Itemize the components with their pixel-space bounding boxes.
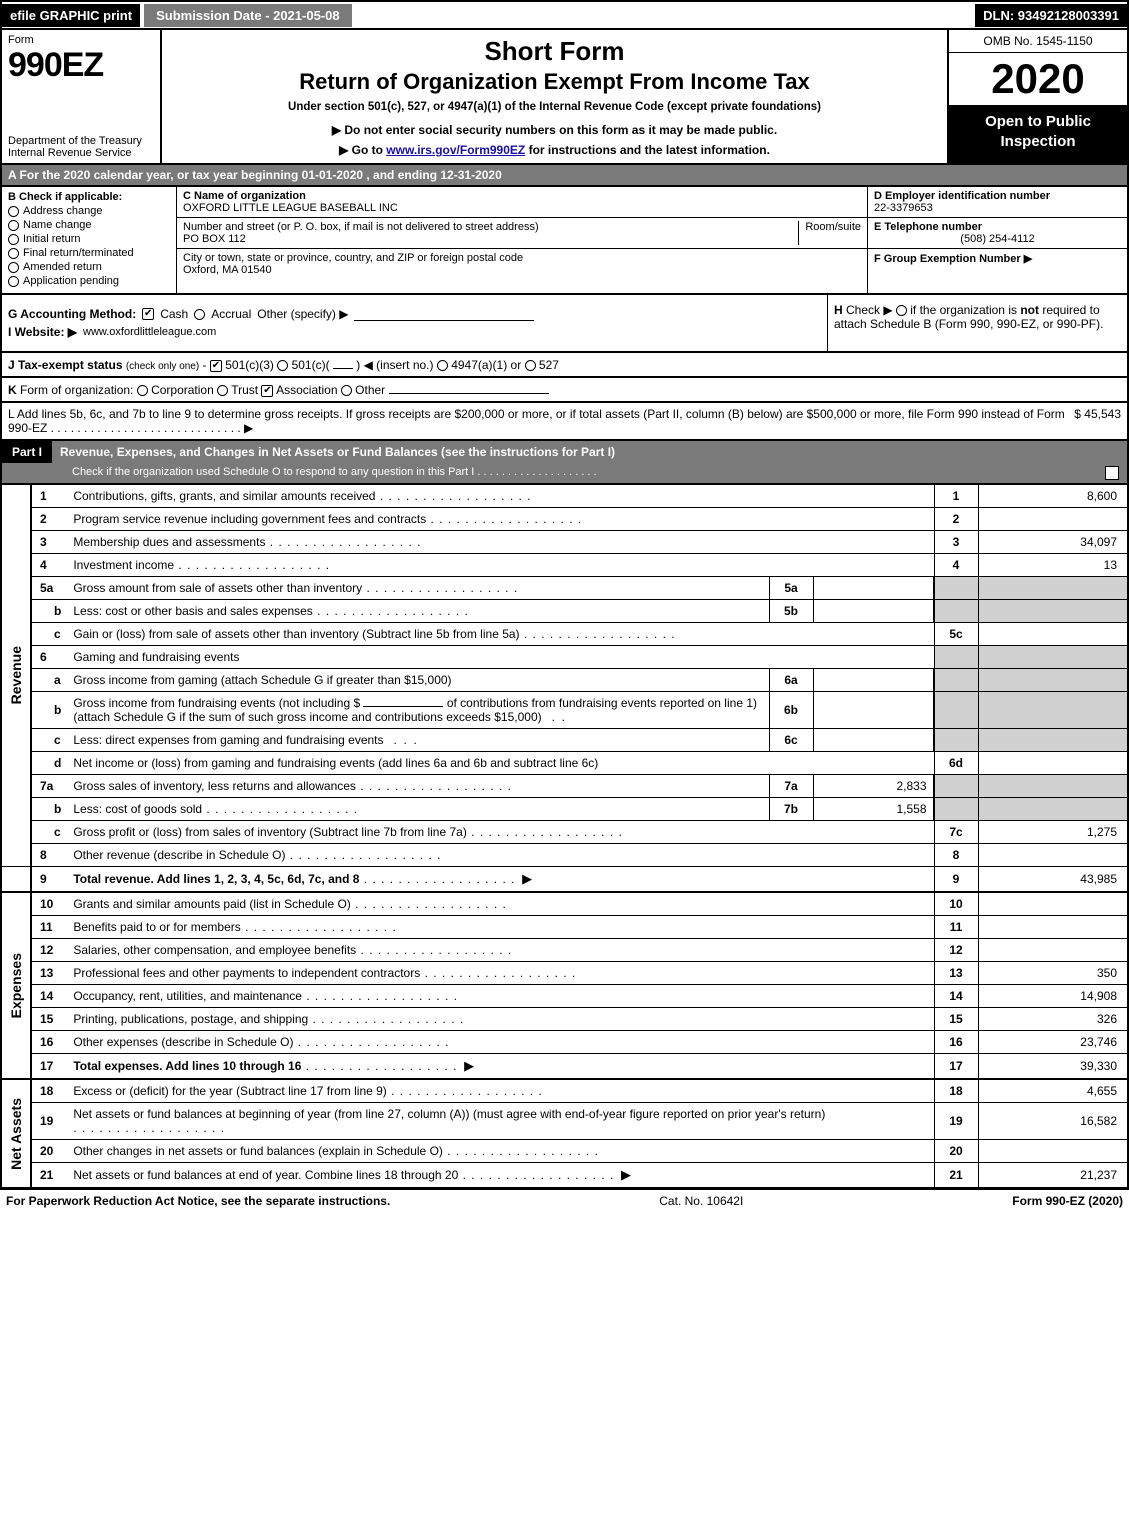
irs-link[interactable]: www.irs.gov/Form990EZ	[386, 143, 525, 157]
title-return: Return of Organization Exempt From Incom…	[172, 69, 937, 95]
chk-501c3[interactable]	[210, 360, 222, 372]
goto-pre: ▶ Go to	[339, 143, 386, 157]
part1-table: Revenue 1Contributions, gifts, grants, a…	[0, 485, 1129, 1189]
chk-cash[interactable]	[142, 308, 154, 320]
chk-application-pending[interactable]	[8, 276, 19, 287]
goto-line: ▶ Go to www.irs.gov/Form990EZ for instru…	[172, 143, 937, 157]
chk-4947a1[interactable]	[437, 360, 448, 371]
department-label: Department of the Treasury Internal Reve…	[8, 135, 154, 159]
chk-h-not-required[interactable]	[896, 305, 907, 316]
footer-mid: Cat. No. 10642I	[659, 1194, 743, 1208]
l-text: L Add lines 5b, 6c, and 7b to line 9 to …	[8, 407, 1066, 435]
chk-accrual[interactable]	[194, 309, 205, 320]
section-c: C Name of organization OXFORD LITTLE LEA…	[177, 187, 867, 293]
ssn-warning: ▶ Do not enter social security numbers o…	[172, 123, 937, 137]
form-header: Form 990EZ Department of the Treasury In…	[0, 28, 1129, 165]
part1-title: Revenue, Expenses, and Changes in Net As…	[52, 441, 1127, 463]
city-label: City or town, state or province, country…	[183, 252, 523, 264]
other-specify-blank[interactable]	[354, 307, 534, 321]
b-label: B Check if applicable:	[8, 191, 170, 203]
chk-association[interactable]	[261, 385, 273, 397]
website-value[interactable]: www.oxfordlittleleague.com	[83, 326, 216, 338]
ein-value: 22-3379653	[874, 202, 1121, 214]
form-number: 990EZ	[8, 46, 154, 85]
line-7b-val: 1,558	[813, 798, 933, 820]
line-1-desc: Contributions, gifts, grants, and simila…	[73, 489, 375, 503]
row-j: J Tax-exempt status (check only one) - 5…	[0, 353, 1129, 378]
i-website-label: I Website: ▶	[8, 325, 77, 339]
d-ein-label: D Employer identification number	[874, 190, 1121, 202]
omb-number: OMB No. 1545-1150	[949, 30, 1127, 53]
line-7a-val: 2,833	[813, 775, 933, 797]
org-name: OXFORD LITTLE LEAGUE BASEBALL INC	[183, 202, 398, 214]
chk-501c[interactable]	[277, 360, 288, 371]
c-name-label: C Name of organization	[183, 190, 392, 202]
part1-label: Part I	[2, 441, 52, 463]
section-b: B Check if applicable: Address change Na…	[2, 187, 177, 293]
form-label: Form	[8, 34, 154, 46]
chk-527[interactable]	[525, 360, 536, 371]
tax-period: A For the 2020 calendar year, or tax yea…	[0, 165, 1129, 187]
goto-post: for instructions and the latest informat…	[525, 143, 770, 157]
line-1-val: 8,600	[978, 485, 1128, 508]
chk-final-return[interactable]	[8, 248, 19, 259]
chk-name-change[interactable]	[8, 220, 19, 231]
row-k: K Form of organization: Corporation Trus…	[0, 378, 1129, 403]
chk-address-change[interactable]	[8, 206, 19, 217]
section-def: D Employer identification number 22-3379…	[867, 187, 1127, 293]
room-suite-label: Room/suite	[798, 221, 861, 245]
open-to-public: Open to Public Inspection	[949, 106, 1127, 163]
tax-year: 2020	[949, 53, 1127, 106]
subtitle-code: Under section 501(c), 527, or 4947(a)(1)…	[172, 101, 937, 113]
line-9-val: 43,985	[978, 867, 1128, 893]
efile-label[interactable]: efile GRAPHIC print	[2, 4, 140, 27]
chk-trust[interactable]	[217, 385, 228, 396]
row-ghi: G Accounting Method: Cash Accrual Other …	[0, 295, 1129, 353]
f-group-label: F Group Exemption Number ▶	[874, 252, 1121, 265]
e-phone-label: E Telephone number	[874, 221, 1121, 233]
submission-date: Submission Date - 2021-05-08	[144, 4, 352, 27]
l-amount: $ 45,543	[1066, 407, 1121, 435]
title-short-form: Short Form	[172, 36, 937, 67]
chk-other-org[interactable]	[341, 385, 352, 396]
part1-sub: Check if the organization used Schedule …	[72, 466, 597, 480]
chk-initial-return[interactable]	[8, 234, 19, 245]
top-bar: efile GRAPHIC print Submission Date - 20…	[0, 0, 1129, 28]
dln-label: DLN: 93492128003391	[975, 4, 1127, 27]
org-info-block: B Check if applicable: Address change Na…	[0, 187, 1129, 295]
footer-left: For Paperwork Reduction Act Notice, see …	[6, 1194, 390, 1208]
part1-wrap: Part I Revenue, Expenses, and Changes in…	[0, 441, 1129, 485]
sidelabel-netassets: Net Assets	[8, 1098, 24, 1170]
chk-amended-return[interactable]	[8, 262, 19, 273]
h-check: H Check ▶ if the organization is not req…	[834, 303, 1103, 331]
sidelabel-revenue: Revenue	[8, 646, 24, 704]
chk-corporation[interactable]	[137, 385, 148, 396]
org-address: PO BOX 112	[183, 233, 798, 245]
g-label: G Accounting Method:	[8, 307, 136, 321]
addr-label: Number and street (or P. O. box, if mail…	[183, 221, 798, 233]
row-l: L Add lines 5b, 6c, and 7b to line 9 to …	[0, 403, 1129, 441]
sidelabel-expenses: Expenses	[8, 953, 24, 1018]
page-footer: For Paperwork Reduction Act Notice, see …	[0, 1189, 1129, 1212]
line-17-val: 39,330	[978, 1054, 1128, 1080]
footer-right: Form 990-EZ (2020)	[1012, 1194, 1123, 1208]
org-city: Oxford, MA 01540	[183, 264, 523, 276]
phone-value: (508) 254-4112	[874, 233, 1121, 245]
line-21-val: 21,237	[978, 1163, 1128, 1189]
chk-used-schedule-o[interactable]: ✔	[1105, 466, 1119, 480]
